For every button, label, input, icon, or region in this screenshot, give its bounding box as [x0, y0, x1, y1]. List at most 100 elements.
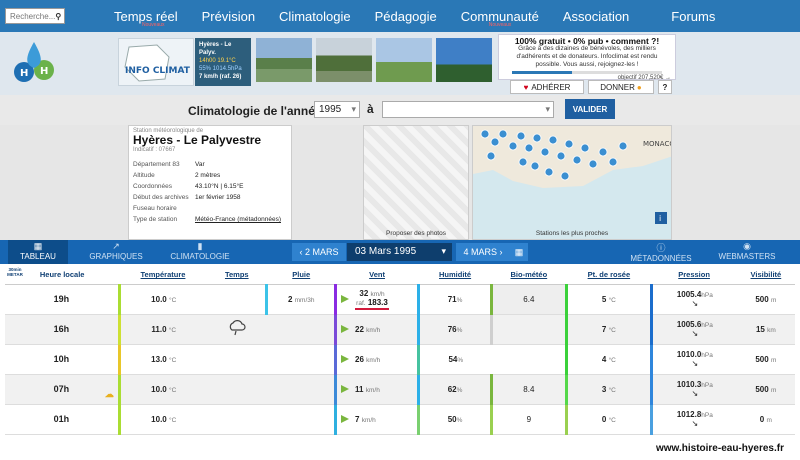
search-input[interactable]: Recherche... ⚲	[5, 8, 65, 24]
cell-bio	[491, 344, 567, 375]
banner-photo-3[interactable]	[376, 38, 432, 82]
svg-text:i: i	[659, 214, 661, 223]
cell-temp: 11.0 °C	[117, 314, 207, 345]
previous-day-button[interactable]: ‹ 2 MARS	[292, 243, 346, 261]
station-row: Altitude 2 mètres	[133, 172, 221, 179]
col-vent[interactable]: Vent	[335, 266, 419, 285]
banner-photo-2[interactable]	[316, 38, 372, 82]
cell-pressure: 1005.4hPa ↘	[649, 284, 737, 315]
cell-wind: 11 km/h	[334, 374, 419, 405]
svg-text:H: H	[40, 66, 48, 77]
end-year-select[interactable]	[382, 101, 554, 118]
adherer-button[interactable]: ♥ ADHÉRER	[510, 80, 584, 94]
tab-graphiques[interactable]: ↗ GRAPHIQUES	[76, 240, 156, 264]
tab-tableau[interactable]: ▦ TABLEAU	[8, 240, 68, 264]
cell-humidity: 71%	[417, 284, 492, 315]
cell-wind: 22 km/h	[334, 314, 419, 345]
pressure-trend-icon: ↘	[691, 359, 699, 368]
station-indicatif: Indicatif : 07667	[133, 147, 176, 153]
cell-time: 07h ☁	[5, 374, 120, 405]
cell-weather	[206, 314, 267, 345]
wind-direction-icon	[341, 385, 350, 394]
live-station-widget[interactable]: Hyères - Le Palyv. 14h00 19.1°C 55% 1014…	[195, 38, 251, 86]
nav-item-association[interactable]: Association	[562, 9, 630, 24]
banner-photo-1[interactable]	[256, 38, 312, 82]
col-pression[interactable]: Pression	[651, 266, 737, 285]
tab-climatologie[interactable]: ▮ CLIMATOLOGIE	[160, 240, 240, 264]
station-card: Station météorologique de Hyères - Le Pa…	[128, 125, 292, 240]
svg-text:H: H	[20, 68, 28, 79]
cell-visibility: 500 m	[736, 284, 795, 315]
wind-direction-icon	[341, 295, 350, 303]
nav-item-temps-reel[interactable]: Temps réel Nouveaux	[114, 9, 178, 28]
banner-photo-4[interactable]	[436, 38, 492, 82]
station-row: Département 83 Var	[133, 161, 205, 168]
col-humidite[interactable]: Humidité	[418, 266, 492, 285]
col-visibilite[interactable]: Visibilité	[736, 266, 795, 285]
table-row: 16h 11.0 °C 22 km/h 76% 7 °C 1005.6hPa ↘ …	[5, 314, 795, 345]
tab-webmasters[interactable]: ◉ WEBMASTERS	[708, 240, 786, 264]
wind-direction-icon	[341, 355, 350, 364]
cell-rain	[266, 374, 336, 405]
infoclimat-logo[interactable]: INFO CLIMAT	[118, 38, 194, 86]
cell-pressure: 1005.6hPa ↘	[649, 314, 737, 345]
validate-button[interactable]: VALIDER	[565, 99, 615, 119]
header-banner: H H INFO CLIMAT Hyères - Le Palyv. 14h00…	[0, 32, 800, 95]
thumbs-up-icon: ●	[636, 82, 642, 92]
cell-humidity: 50%	[417, 404, 492, 435]
cell-visibility: 15 km	[736, 314, 795, 345]
cell-weather	[206, 284, 267, 315]
nav-badge: Nouveaux	[142, 22, 165, 28]
pressure-trend-icon: ↘	[691, 389, 699, 398]
cell-dew: 3 °C	[564, 374, 652, 405]
bar-chart-icon: ▮	[197, 241, 203, 251]
cell-humidity: 54%	[417, 344, 492, 375]
help-button[interactable]: ?	[658, 80, 672, 94]
cell-humidity: 76%	[417, 314, 492, 345]
nearby-stations-map[interactable]: MONACO i Stations les plus proches	[472, 125, 672, 240]
donner-button[interactable]: DONNER ●	[588, 80, 654, 94]
station-row: Début des archives 1er février 1958	[133, 194, 241, 201]
nav-item-communaute[interactable]: Communauté Nouveaux	[460, 9, 539, 28]
col-pluie[interactable]: Pluie	[266, 266, 336, 285]
cell-wind: 26 km/h	[334, 344, 419, 375]
pressure-trend-icon: ↘	[691, 299, 699, 308]
col-heure[interactable]: 30min METAR Heure locale	[5, 266, 120, 285]
wind-gust: 183.3	[367, 297, 388, 307]
photos-panel[interactable]: Proposer des photos	[363, 125, 469, 240]
col-temps[interactable]: Temps	[206, 266, 267, 285]
live-temp: 14h00 19.1°C	[199, 58, 236, 64]
promo-title: 100% gratuit • 0% pub • comment ?!	[514, 36, 660, 46]
nav-item-climatologie[interactable]: Climatologie	[279, 9, 351, 24]
cell-humidity: 62%	[417, 374, 492, 405]
year-select[interactable]: 1995	[314, 101, 360, 118]
heart-icon: ♥	[523, 82, 529, 92]
col-point-rosee[interactable]: Pt. de rosée	[566, 266, 652, 285]
station-row: Type de station Météo-France (métadonnées…	[133, 216, 281, 223]
cell-pressure: 1012.8hPa ↘	[649, 404, 737, 435]
calendar-icon[interactable]: ▦	[510, 243, 528, 261]
tab-metadonnees[interactable]: ⓘ MÉTADONNÉES	[622, 240, 700, 264]
wind-direction-icon	[341, 415, 350, 424]
next-day-button[interactable]: 4 MARS ›	[456, 243, 510, 261]
station-row: Fuseau horaire	[133, 205, 177, 212]
pressure-trend-icon: ↘	[691, 419, 699, 428]
chart-icon: ↗	[112, 241, 120, 251]
cell-weather	[206, 404, 267, 435]
search-icon[interactable]: ⚲	[55, 12, 62, 21]
info-icon: ⓘ	[656, 243, 666, 253]
nav-item-forums[interactable]: Forums	[671, 9, 716, 24]
cell-pressure: 1010.3hPa ↘	[649, 374, 737, 405]
col-temperature[interactable]: Température	[119, 266, 207, 285]
table-icon: ▦	[33, 241, 43, 251]
table-row: 01h 10.0 °C 7 km/h 50% 9 0 °C 1012.8hPa ↘…	[5, 404, 795, 435]
col-bio-meteo[interactable]: Bio-météo	[491, 266, 567, 285]
cell-visibility: 500 m	[736, 374, 795, 405]
eau-hyeres-logo[interactable]: H H	[10, 38, 58, 90]
nav-item-pedagogie[interactable]: Pédagogie	[374, 9, 437, 24]
table-header-row: 30min METAR Heure locale Température Temp…	[5, 266, 795, 285]
nav-item-prevision[interactable]: Prévision	[201, 9, 256, 24]
promo-goal[interactable]: objectif 207,520€ →	[617, 75, 671, 81]
to-label: à	[367, 102, 374, 116]
date-select[interactable]: 03 Mars 1995	[347, 243, 452, 261]
